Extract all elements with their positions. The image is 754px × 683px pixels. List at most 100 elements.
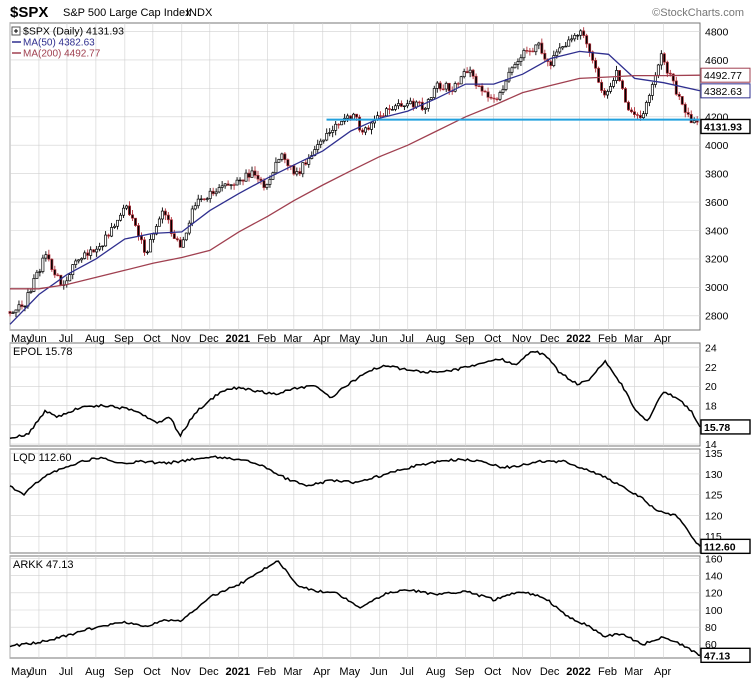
- candle-body: [47, 254, 51, 260]
- candle-body: [352, 113, 356, 120]
- candle-body: [653, 74, 657, 85]
- candle-body: [280, 153, 284, 160]
- candle-body: [552, 55, 556, 67]
- x-tick-label-bottom: Apr: [313, 666, 330, 678]
- last-value-tag-box: [700, 647, 751, 664]
- candle-body: [68, 274, 72, 282]
- y-tick-label: 3200: [705, 254, 729, 266]
- y-tick-label: 3000: [705, 282, 729, 294]
- candle-body: [576, 34, 580, 37]
- candle-body: [621, 80, 624, 89]
- last-value-tag-label: 4382.63: [704, 86, 742, 98]
- candle-body: [277, 159, 281, 163]
- candle-body: [435, 82, 439, 89]
- candle-body: [232, 184, 236, 186]
- candle-body: [35, 271, 39, 279]
- candle-body: [531, 50, 535, 53]
- x-tick-label-top: Jul: [400, 333, 414, 345]
- candle-body: [331, 129, 335, 133]
- candle-body: [486, 91, 490, 98]
- candle-body: [80, 258, 84, 261]
- candle-body: [474, 75, 478, 87]
- candle-body: [695, 120, 699, 123]
- y-tick-label: 135: [705, 448, 723, 460]
- exchange-label: INDX: [186, 7, 213, 19]
- x-tick-label-top: Mar: [624, 333, 643, 345]
- x-tick-label-bottom: Sep: [114, 666, 134, 678]
- candle-body: [53, 269, 57, 276]
- candle-body: [98, 246, 102, 250]
- candle-body: [582, 30, 586, 36]
- legend-main-label: $SPX (Daily) 4131.93: [23, 26, 124, 38]
- candle-body: [29, 291, 33, 293]
- candle-body: [253, 170, 257, 176]
- candle-body: [14, 309, 18, 314]
- candle-body: [20, 304, 24, 307]
- candle-body: [483, 90, 487, 93]
- candle-body: [148, 239, 152, 253]
- candle-body: [364, 127, 368, 133]
- candle-body: [603, 90, 607, 96]
- x-tick-label-top: Mar: [283, 333, 302, 345]
- x-tick-label-bottom: Oct: [484, 666, 501, 678]
- candle-body: [441, 88, 445, 91]
- candle-body: [205, 198, 209, 200]
- candle-body: [534, 44, 538, 53]
- candle-body: [322, 139, 326, 142]
- x-tick-label-top: Nov: [171, 333, 191, 345]
- panel-frame: [9, 448, 701, 554]
- candle-body: [265, 184, 269, 188]
- x-tick-label-bottom: Nov: [171, 666, 191, 678]
- y-tick-label: 18: [705, 400, 717, 412]
- candle-body: [274, 161, 278, 174]
- candle-body: [683, 103, 687, 113]
- candle-body: [107, 234, 111, 237]
- y-tick-label: 130: [705, 469, 723, 481]
- candle-body: [355, 113, 359, 118]
- candle-body: [411, 100, 415, 108]
- candle-body: [92, 249, 96, 253]
- candle-body: [393, 105, 397, 110]
- candle-body: [402, 105, 406, 107]
- x-tick-label-bottom: Feb: [257, 666, 276, 678]
- candle-body: [223, 183, 227, 187]
- candle-body: [417, 101, 421, 104]
- candle-body: [677, 93, 681, 97]
- y-tick-label: 100: [705, 605, 723, 617]
- candle-body: [304, 162, 308, 165]
- y-tick-label: 14: [705, 439, 717, 451]
- candle-body: [480, 85, 484, 92]
- chart-panel-0: 2800300032003400360038004000420044004600…: [8, 22, 751, 331]
- candle-body: [689, 114, 693, 124]
- candle-body: [295, 171, 299, 175]
- y-tick-label: 3400: [705, 225, 729, 237]
- candle-body: [388, 108, 391, 110]
- candle-body: [137, 225, 140, 237]
- series-line-price: [9, 350, 701, 439]
- x-tick-label-bottom: May: [339, 666, 360, 678]
- candle-body: [38, 271, 42, 273]
- y-tick-label: 4600: [705, 55, 729, 67]
- y-tick-label: 160: [705, 553, 723, 565]
- candle-body: [588, 43, 592, 53]
- candle-body: [250, 170, 254, 178]
- legend-ma200-label: MA(200) 4492.77: [23, 49, 101, 60]
- candle-body: [134, 217, 137, 226]
- candle-body: [555, 51, 559, 56]
- x-tick-label-bottom: Apr: [654, 666, 671, 678]
- candle-body: [116, 219, 120, 227]
- candle-body: [399, 103, 403, 107]
- panel-frame: [9, 22, 701, 331]
- candle-body: [471, 69, 475, 77]
- candle-body: [540, 42, 544, 54]
- candle-body: [101, 245, 105, 248]
- y-tick-label: 20: [705, 381, 717, 393]
- x-tick-label-top: May: [339, 333, 360, 345]
- candle-body: [316, 144, 320, 150]
- candle-body: [438, 82, 442, 90]
- candle-body: [32, 278, 36, 292]
- candle-body: [119, 214, 122, 221]
- candle-body: [591, 51, 595, 61]
- candle-body: [549, 61, 553, 67]
- candle-body: [477, 85, 481, 88]
